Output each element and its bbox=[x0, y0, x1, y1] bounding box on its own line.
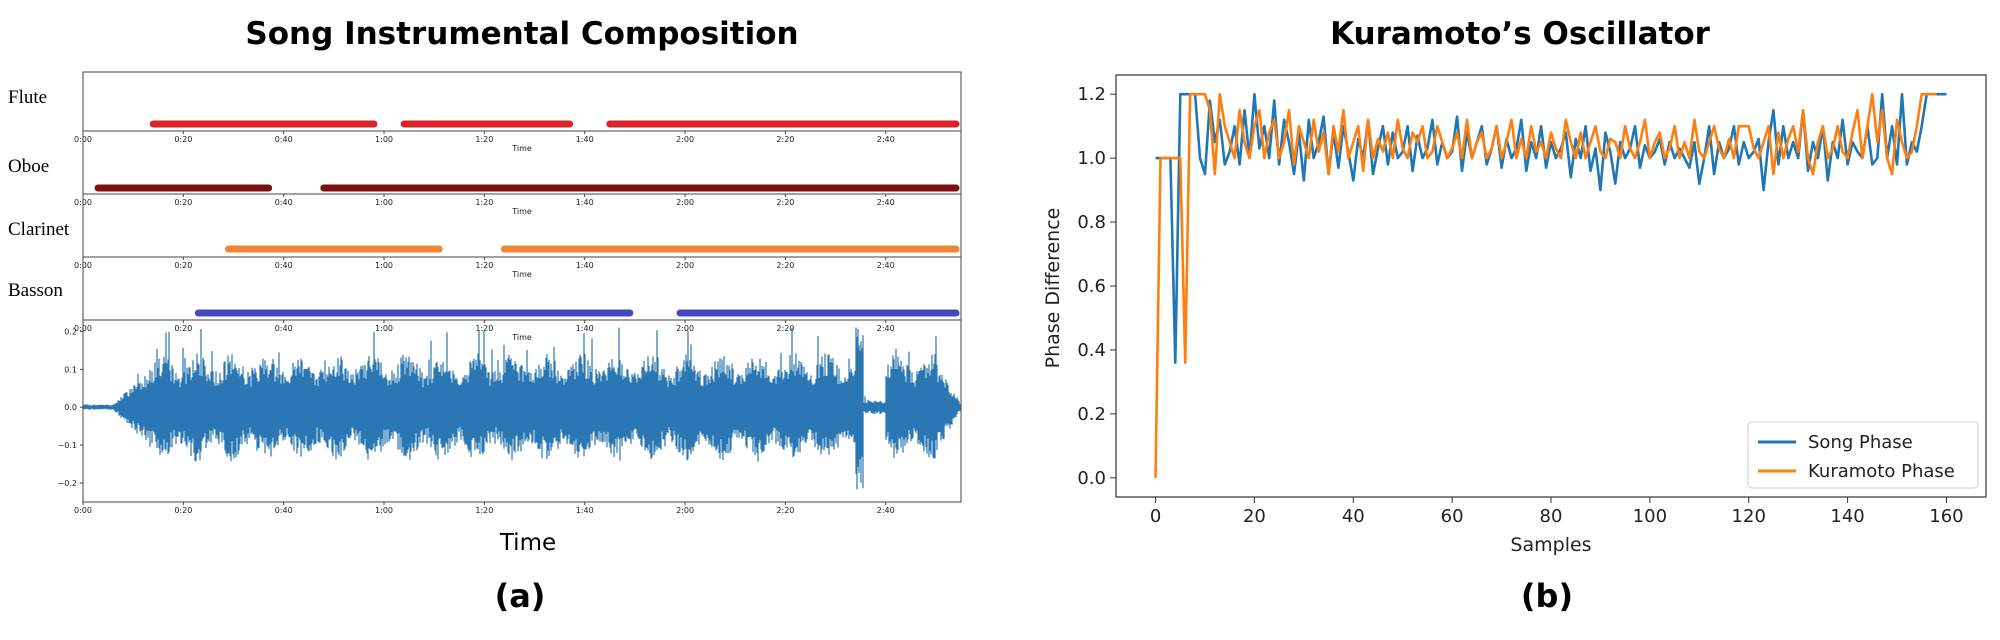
y-tick-label: 0.4 bbox=[1077, 340, 1106, 361]
instrument-name: Oboe bbox=[8, 156, 49, 177]
x-axis-label: Samples bbox=[1510, 534, 1591, 556]
x-tick-label: 40 bbox=[1342, 506, 1365, 527]
time-tick-label: 1:20 bbox=[475, 261, 493, 270]
time-axis-name: Time bbox=[511, 333, 532, 342]
x-tick-label: 140 bbox=[1830, 506, 1864, 527]
time-tick-label: 0:20 bbox=[174, 324, 192, 333]
instrument-name: Basson bbox=[8, 280, 63, 301]
time-axis-name: Time bbox=[511, 144, 532, 153]
x-tick-label: 0 bbox=[1150, 506, 1161, 527]
time-tick-label: 1:00 bbox=[375, 506, 393, 515]
x-tick-label: 120 bbox=[1732, 506, 1766, 527]
audio-waveform bbox=[83, 327, 961, 490]
time-tick-label: 0:20 bbox=[174, 261, 192, 270]
time-tick-label: 2:20 bbox=[776, 324, 794, 333]
amplitude-tick-label: −0.2 bbox=[58, 479, 77, 488]
x-tick-label: 100 bbox=[1633, 506, 1667, 527]
time-tick-label: 0:40 bbox=[275, 261, 293, 270]
time-tick-label: 2:40 bbox=[877, 135, 895, 144]
instrument-name: Clarinet bbox=[8, 219, 70, 240]
time-tick-label: 0:20 bbox=[174, 135, 192, 144]
time-tick-label: 0:40 bbox=[275, 506, 293, 515]
legend-box bbox=[1747, 421, 1979, 489]
time-tick-label: 1:40 bbox=[576, 506, 594, 515]
right-panel-title: Kuramoto’s Oscillator bbox=[1330, 16, 1711, 52]
legend-entry: Kuramoto Phase bbox=[1808, 461, 1955, 482]
time-tick-label: 0:40 bbox=[275, 324, 293, 333]
time-tick-label: 2:00 bbox=[676, 506, 694, 515]
x-tick-label: 160 bbox=[1929, 506, 1963, 527]
time-axis-name: Time bbox=[511, 270, 532, 279]
y-tick-label: 1.0 bbox=[1077, 148, 1106, 169]
time-tick-label: 0:20 bbox=[174, 506, 192, 515]
time-tick-label: 1:20 bbox=[475, 198, 493, 207]
time-tick-label: 0:40 bbox=[275, 135, 293, 144]
time-tick-label: 2:00 bbox=[676, 135, 694, 144]
time-tick-label: 1:20 bbox=[475, 135, 493, 144]
legend-entry: Song Phase bbox=[1808, 432, 1913, 453]
x-tick-label: 80 bbox=[1540, 506, 1563, 527]
time-tick-label: 2:20 bbox=[776, 198, 794, 207]
instrument-timeline-chart: Flute 0:00 0:20 0:40 1:00 1:20 1:40 2:00 2:20 2:4… bbox=[8, 71, 962, 515]
x-tick-label: 60 bbox=[1441, 506, 1464, 527]
time-tick-label: 2:20 bbox=[776, 261, 794, 270]
time-tick-label: 2:20 bbox=[776, 135, 794, 144]
time-tick-label: 1:40 bbox=[576, 198, 594, 207]
legend: Song Phase Kuramoto Phase bbox=[1747, 421, 1979, 489]
amplitude-tick-label: −0.1 bbox=[58, 441, 77, 450]
kuramoto-line-chart: 0 20 40 60 80 100 120 140 160 0.0 0.2 0.4 0.6 0.8 1.0 1… bbox=[1077, 74, 1987, 527]
y-axis-label: Phase Difference bbox=[1042, 208, 1064, 369]
kuramoto-phase-line bbox=[1154, 92, 1937, 478]
time-tick-label: 1:00 bbox=[375, 261, 393, 270]
time-tick-label: 0:00 bbox=[74, 506, 92, 515]
y-tick-label: 0.2 bbox=[1077, 404, 1106, 425]
left-time-axis-label: Time bbox=[499, 530, 556, 556]
y-tick-label: 0.0 bbox=[1077, 468, 1106, 489]
time-tick-label: 1:00 bbox=[375, 198, 393, 207]
time-tick-label: 2:40 bbox=[877, 324, 895, 333]
song-phase-line bbox=[1155, 92, 1947, 365]
time-tick-label: 0:20 bbox=[174, 198, 192, 207]
waveform-axes-frame bbox=[82, 319, 962, 503]
time-tick-label: 0:40 bbox=[275, 198, 293, 207]
time-tick-label: 1:40 bbox=[576, 261, 594, 270]
time-tick-label: 2:40 bbox=[877, 506, 895, 515]
y-tick-label: 1.2 bbox=[1077, 84, 1106, 105]
time-tick-label: 2:00 bbox=[676, 324, 694, 333]
panel-b-label: (b) bbox=[1521, 577, 1573, 615]
instrument-name: Flute bbox=[8, 87, 47, 108]
amplitude-tick-label: 0.1 bbox=[64, 365, 77, 374]
time-tick-label: 1:00 bbox=[375, 135, 393, 144]
y-tick-label: 0.6 bbox=[1077, 276, 1106, 297]
x-tick-label: 20 bbox=[1243, 506, 1266, 527]
time-tick-label: 1:20 bbox=[475, 324, 493, 333]
time-tick-label: 1:00 bbox=[375, 324, 393, 333]
y-tick-label: 0.8 bbox=[1077, 212, 1106, 233]
time-tick-label: 2:20 bbox=[776, 506, 794, 515]
amplitude-tick-label: 0.2 bbox=[64, 327, 77, 336]
time-tick-label: 2:40 bbox=[877, 198, 895, 207]
time-tick-label: 1:20 bbox=[475, 506, 493, 515]
time-tick-label: 1:40 bbox=[576, 324, 594, 333]
time-tick-label: 2:40 bbox=[877, 261, 895, 270]
time-tick-label: 1:40 bbox=[576, 135, 594, 144]
time-axis-name: Time bbox=[511, 207, 532, 216]
time-tick-label: 2:00 bbox=[676, 198, 694, 207]
amplitude-tick-label: 0.0 bbox=[64, 403, 77, 412]
left-panel-title: Song Instrumental Composition bbox=[245, 16, 798, 52]
time-tick-label: 2:00 bbox=[676, 261, 694, 270]
panel-a-label: (a) bbox=[495, 577, 546, 615]
